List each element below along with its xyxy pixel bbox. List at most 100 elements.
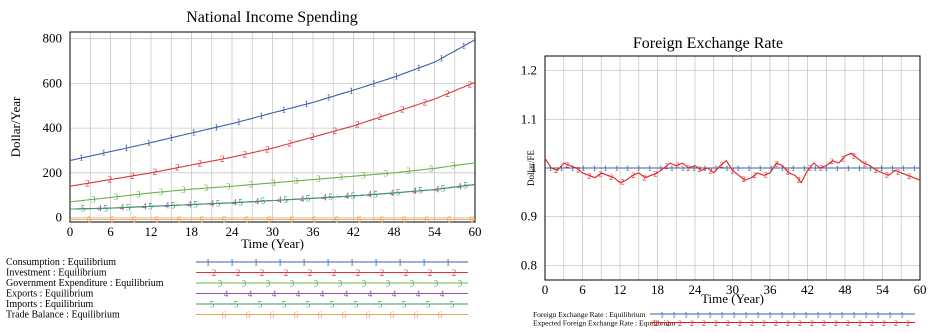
legend-marker: 3 bbox=[458, 279, 463, 289]
series-marker: 2 bbox=[808, 164, 812, 173]
series-marker: 3 bbox=[249, 180, 254, 190]
series-marker: 1 bbox=[648, 164, 652, 173]
series-marker: 5 bbox=[261, 196, 266, 206]
legend-marker: 2 bbox=[846, 319, 850, 328]
series-marker: 2 bbox=[265, 144, 270, 154]
legend-label: Imports : Equilibrium bbox=[6, 299, 93, 310]
legend-marker: 3 bbox=[362, 279, 367, 289]
series-marker: 2 bbox=[220, 154, 225, 164]
series-marker: 2 bbox=[874, 166, 878, 175]
series-marker: 2 bbox=[554, 166, 558, 175]
x-tick-label: 0 bbox=[542, 282, 549, 297]
legend-label: Investment : Equilibrium bbox=[6, 268, 107, 279]
series-marker: 5 bbox=[126, 202, 131, 212]
series-marker: 5 bbox=[373, 189, 378, 199]
series-marker: 1 bbox=[912, 164, 916, 173]
x-tick-label: 36 bbox=[764, 282, 778, 297]
legend-marker: 6 bbox=[270, 310, 275, 320]
series-marker: 2 bbox=[753, 171, 757, 180]
series-marker: 2 bbox=[885, 171, 889, 180]
series-marker: 1 bbox=[593, 164, 597, 173]
series-marker: 1 bbox=[659, 164, 663, 173]
series-marker: 2 bbox=[108, 175, 113, 185]
series-marker: 1 bbox=[835, 164, 839, 173]
legend-marker: 1 bbox=[900, 311, 904, 320]
legend-marker: 1 bbox=[206, 258, 211, 268]
legend-marker: 1 bbox=[804, 311, 808, 320]
series-line bbox=[69, 39, 476, 162]
series-marker: 1 bbox=[868, 164, 872, 173]
series-marker: 6 bbox=[334, 214, 339, 224]
series-marker: 3 bbox=[271, 178, 276, 188]
series-marker: 1 bbox=[626, 164, 630, 173]
y-tick-label: 200 bbox=[43, 165, 63, 180]
legend-marker: 2 bbox=[870, 319, 874, 328]
legend-marker: 1 bbox=[230, 258, 235, 268]
legend-marker: 1 bbox=[888, 311, 892, 320]
series-marker: 5 bbox=[216, 198, 221, 208]
series-marker: 5 bbox=[238, 197, 243, 207]
x-tick-label: 6 bbox=[107, 224, 114, 239]
series-marker: 2 bbox=[664, 162, 668, 171]
x-tick-label: 18 bbox=[185, 224, 198, 239]
legend-marker: 5 bbox=[330, 300, 335, 310]
y-tick-label: 800 bbox=[43, 31, 63, 46]
series-line bbox=[69, 81, 476, 187]
series-marker: 2 bbox=[445, 89, 450, 99]
series-marker: 2 bbox=[175, 163, 180, 173]
series-marker: 1 bbox=[349, 86, 354, 96]
legend-marker: 3 bbox=[290, 279, 295, 289]
legend-marker: 1 bbox=[792, 311, 796, 320]
series-marker: 1 bbox=[327, 93, 332, 103]
legend-marker: 1 bbox=[708, 311, 712, 320]
series-marker: 2 bbox=[907, 172, 911, 181]
series-marker: 1 bbox=[582, 164, 586, 173]
series-marker: 1 bbox=[791, 164, 795, 173]
legend-marker: 4 bbox=[272, 289, 277, 299]
series-marker: 5 bbox=[328, 192, 333, 202]
series-marker: 1 bbox=[681, 164, 685, 173]
x-tick-label: 48 bbox=[839, 282, 852, 297]
series-marker: 2 bbox=[775, 159, 779, 168]
legend-marker: 1 bbox=[756, 311, 760, 320]
legend-marker: 1 bbox=[732, 311, 736, 320]
series-marker: 5 bbox=[441, 184, 446, 194]
legend-marker: 2 bbox=[380, 268, 385, 278]
x-tick-label: 12 bbox=[614, 282, 627, 297]
legend-marker: 6 bbox=[246, 310, 251, 320]
series-marker: 6 bbox=[402, 214, 407, 224]
legend-marker: 2 bbox=[690, 319, 694, 328]
series-marker: 1 bbox=[282, 105, 287, 115]
x-tick-label: 60 bbox=[914, 282, 927, 297]
y-tick-label: 1.1 bbox=[521, 111, 537, 126]
series-marker: 3 bbox=[181, 185, 186, 195]
series-marker: 1 bbox=[571, 164, 575, 173]
series-line bbox=[69, 162, 476, 203]
legend-marker: 2 bbox=[774, 319, 778, 328]
series-marker: 1 bbox=[304, 99, 309, 109]
legend-marker: 5 bbox=[258, 300, 263, 310]
legend-marker: 3 bbox=[386, 279, 391, 289]
legend-label: Consumption : Equilibrium bbox=[6, 257, 116, 268]
legend-marker: 3 bbox=[266, 279, 271, 289]
series-marker: 2 bbox=[423, 97, 428, 107]
legend-marker: 2 bbox=[834, 319, 838, 328]
series-marker: 1 bbox=[615, 164, 619, 173]
series-marker: 3 bbox=[316, 174, 321, 184]
legend-marker: 2 bbox=[810, 319, 814, 328]
y-axis-label: Dollar/Year bbox=[8, 96, 23, 157]
y-tick-label: 600 bbox=[43, 75, 63, 90]
legend-label: Expected Foreign Exchange Rate : Equilib… bbox=[533, 319, 675, 328]
series-marker: 2 bbox=[598, 170, 602, 179]
legend-marker: 1 bbox=[768, 311, 772, 320]
series-marker: 2 bbox=[896, 168, 900, 177]
series-marker: 2 bbox=[198, 158, 203, 168]
series-marker: 3 bbox=[451, 161, 456, 171]
x-tick-label: 24 bbox=[226, 224, 240, 239]
series-marker: 3 bbox=[159, 187, 164, 197]
legend-marker: 5 bbox=[402, 300, 407, 310]
x-tick-label: 54 bbox=[428, 224, 442, 239]
series-marker: 5 bbox=[148, 201, 153, 211]
legend-marker: 2 bbox=[726, 319, 730, 328]
legend-marker: 2 bbox=[212, 268, 217, 278]
